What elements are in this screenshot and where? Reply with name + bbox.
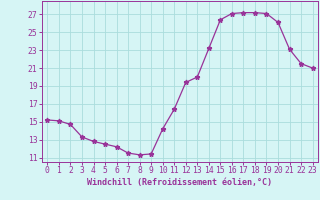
- X-axis label: Windchill (Refroidissement éolien,°C): Windchill (Refroidissement éolien,°C): [87, 178, 273, 187]
